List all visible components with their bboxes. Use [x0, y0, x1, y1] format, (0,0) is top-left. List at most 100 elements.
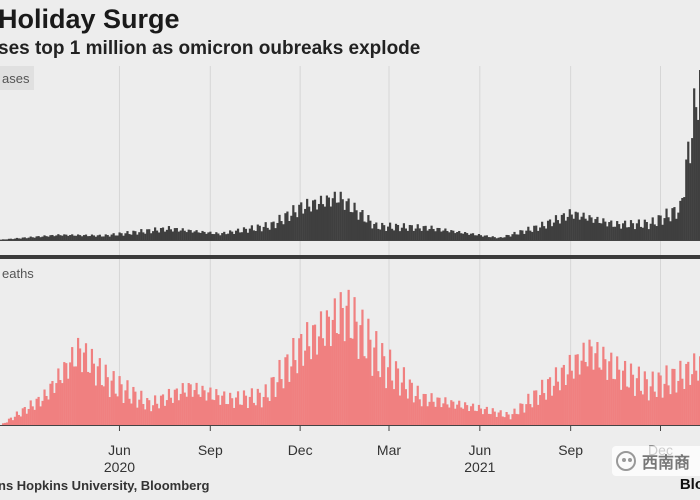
cases-bars-bar-337 — [665, 208, 668, 240]
cases-bars-bar-243 — [479, 235, 483, 240]
cases-bars-bar-38 — [75, 235, 78, 240]
deaths-bars-bar-77 — [152, 405, 155, 425]
cases-bars-bar-338 — [667, 217, 670, 240]
cases-bars-bar-170 — [335, 202, 338, 240]
cases-bars-bar-41 — [80, 236, 84, 240]
cases-bars-bar-111 — [219, 235, 222, 240]
deaths-bars-bar-314 — [620, 389, 623, 425]
cases-bars-bar-53 — [104, 234, 107, 240]
deaths-bars-bar-351 — [693, 353, 696, 425]
deaths-bars-bar-346 — [683, 388, 686, 425]
cases-bars-bar-321 — [633, 229, 637, 240]
cases-bars-bar-353 — [697, 119, 700, 240]
cases-bars-bar-88 — [173, 228, 176, 240]
deaths-bars-bar-39 — [77, 337, 80, 425]
deaths-bars-bar-232 — [458, 400, 461, 425]
x-tick-label-2: Dec — [288, 442, 313, 458]
deaths-bars-bar-215 — [424, 394, 427, 425]
cases-bars-bar-17 — [33, 237, 36, 240]
deaths-bars-bar-276 — [544, 399, 548, 425]
deaths-bars-bar-141 — [278, 359, 281, 425]
deaths-bars-bar-7 — [13, 416, 17, 425]
deaths-bars-bar-63 — [124, 390, 127, 425]
cases-bars-bar-155 — [306, 198, 309, 240]
deaths-bars-bar-322 — [635, 378, 639, 425]
cases-bars-bar-257 — [507, 235, 510, 240]
cases-bars-bar-16 — [31, 237, 34, 240]
cases-bars-bar-59 — [116, 235, 119, 240]
cases-bars-bar-121 — [238, 232, 242, 240]
cases-bars-bar-282 — [556, 220, 560, 240]
deaths-bars-bar-311 — [614, 379, 617, 425]
cases-bars-bar-99 — [195, 230, 198, 240]
deaths-bars-bar-132 — [260, 407, 263, 425]
cases-bars-bar-162 — [319, 195, 323, 240]
cases-bars-bar-185 — [365, 222, 368, 240]
cases-bars-bar-72 — [142, 232, 145, 240]
cases-bars-bar-91 — [179, 230, 182, 240]
cases-bars-bar-156 — [308, 206, 311, 240]
cases-bars-bar-322 — [635, 223, 639, 240]
cases-bars-bar-249 — [491, 236, 494, 240]
deaths-bars-bar-162 — [319, 311, 323, 425]
cases-bars-bar-117 — [231, 231, 234, 240]
deaths-bars-bar-343 — [677, 380, 680, 425]
deaths-bars-bar-189 — [373, 347, 376, 425]
cases-bars-bar-81 — [159, 228, 163, 240]
deaths-bars-bar-15 — [29, 400, 32, 425]
deaths-bars-bar-226 — [446, 404, 449, 425]
deaths-bars-bar-289 — [570, 370, 573, 425]
deaths-bars-bar-238 — [469, 406, 473, 425]
cases-bars-bar-150 — [296, 217, 299, 240]
deaths-bars-bar-121 — [238, 404, 242, 425]
cases-bars-bar-132 — [260, 231, 263, 240]
deaths-bars-bar-198 — [390, 380, 394, 425]
cases-bars-bar-190 — [375, 222, 378, 240]
cases-bars-bar-284 — [560, 214, 563, 240]
cases-bars-bar-319 — [629, 220, 633, 240]
deaths-bars-bar-305 — [602, 346, 605, 425]
cases-bars-bar-254 — [501, 237, 504, 240]
cases-bars-bar-231 — [456, 231, 459, 240]
deaths-bars-bar-280 — [552, 385, 556, 425]
cases-bars-bar-225 — [444, 228, 447, 240]
cases-bars-bar-311 — [614, 226, 617, 240]
cases-bars-bar-133 — [262, 226, 265, 240]
cases-bars-bar-331 — [653, 224, 656, 240]
cases-bars-bar-119 — [234, 230, 238, 240]
cases-bars-bar-278 — [548, 219, 552, 240]
cases-bars-bar-144 — [284, 213, 287, 240]
cases-bars-bar-15 — [29, 236, 32, 240]
x-tick-label-4: Jun — [469, 442, 492, 458]
deaths-bars-bar-155 — [306, 322, 309, 425]
cases-bars-bar-6 — [11, 239, 15, 240]
deaths-bars-bar-57 — [112, 371, 115, 425]
deaths-bars-bar-152 — [300, 334, 303, 425]
deaths-bars-bar-230 — [454, 408, 457, 425]
deaths-bars-bar-242 — [477, 404, 481, 425]
cases-bars-bar-263 — [519, 230, 522, 240]
cases-bars-bar-352 — [695, 107, 698, 241]
deaths-bars-bar-124 — [244, 395, 248, 425]
cases-bars-bar-31 — [61, 235, 64, 240]
deaths-bars-bar-272 — [537, 404, 540, 425]
deaths-bars-bar-217 — [428, 401, 431, 425]
deaths-bars-bar-27 — [53, 392, 56, 425]
x-axis: JunSepDecMarJunSepDec20202021 — [104, 425, 673, 475]
deaths-bars-bar-326 — [643, 371, 646, 425]
cases-bars-bar-220 — [434, 231, 437, 240]
cases-bars-bar-97 — [191, 232, 194, 240]
deaths-bars-bar-352 — [695, 370, 698, 425]
cases-bars-bar-207 — [408, 224, 411, 240]
cases-bars-bar-75 — [148, 229, 151, 240]
deaths-bars-bar-35 — [69, 362, 72, 425]
deaths-bars-bar-290 — [572, 378, 575, 425]
deaths-bars-bar-219 — [432, 401, 435, 425]
deaths-bars-bar-339 — [669, 394, 672, 425]
deaths-bars-bar-109 — [215, 389, 218, 425]
cases-bars-bar-129 — [254, 230, 257, 240]
cases-bars-bar-298 — [588, 215, 591, 240]
deaths-bars — [0, 289, 700, 426]
cases-bars-bar-245 — [483, 235, 486, 240]
cases-bars-bar-194 — [383, 225, 386, 240]
